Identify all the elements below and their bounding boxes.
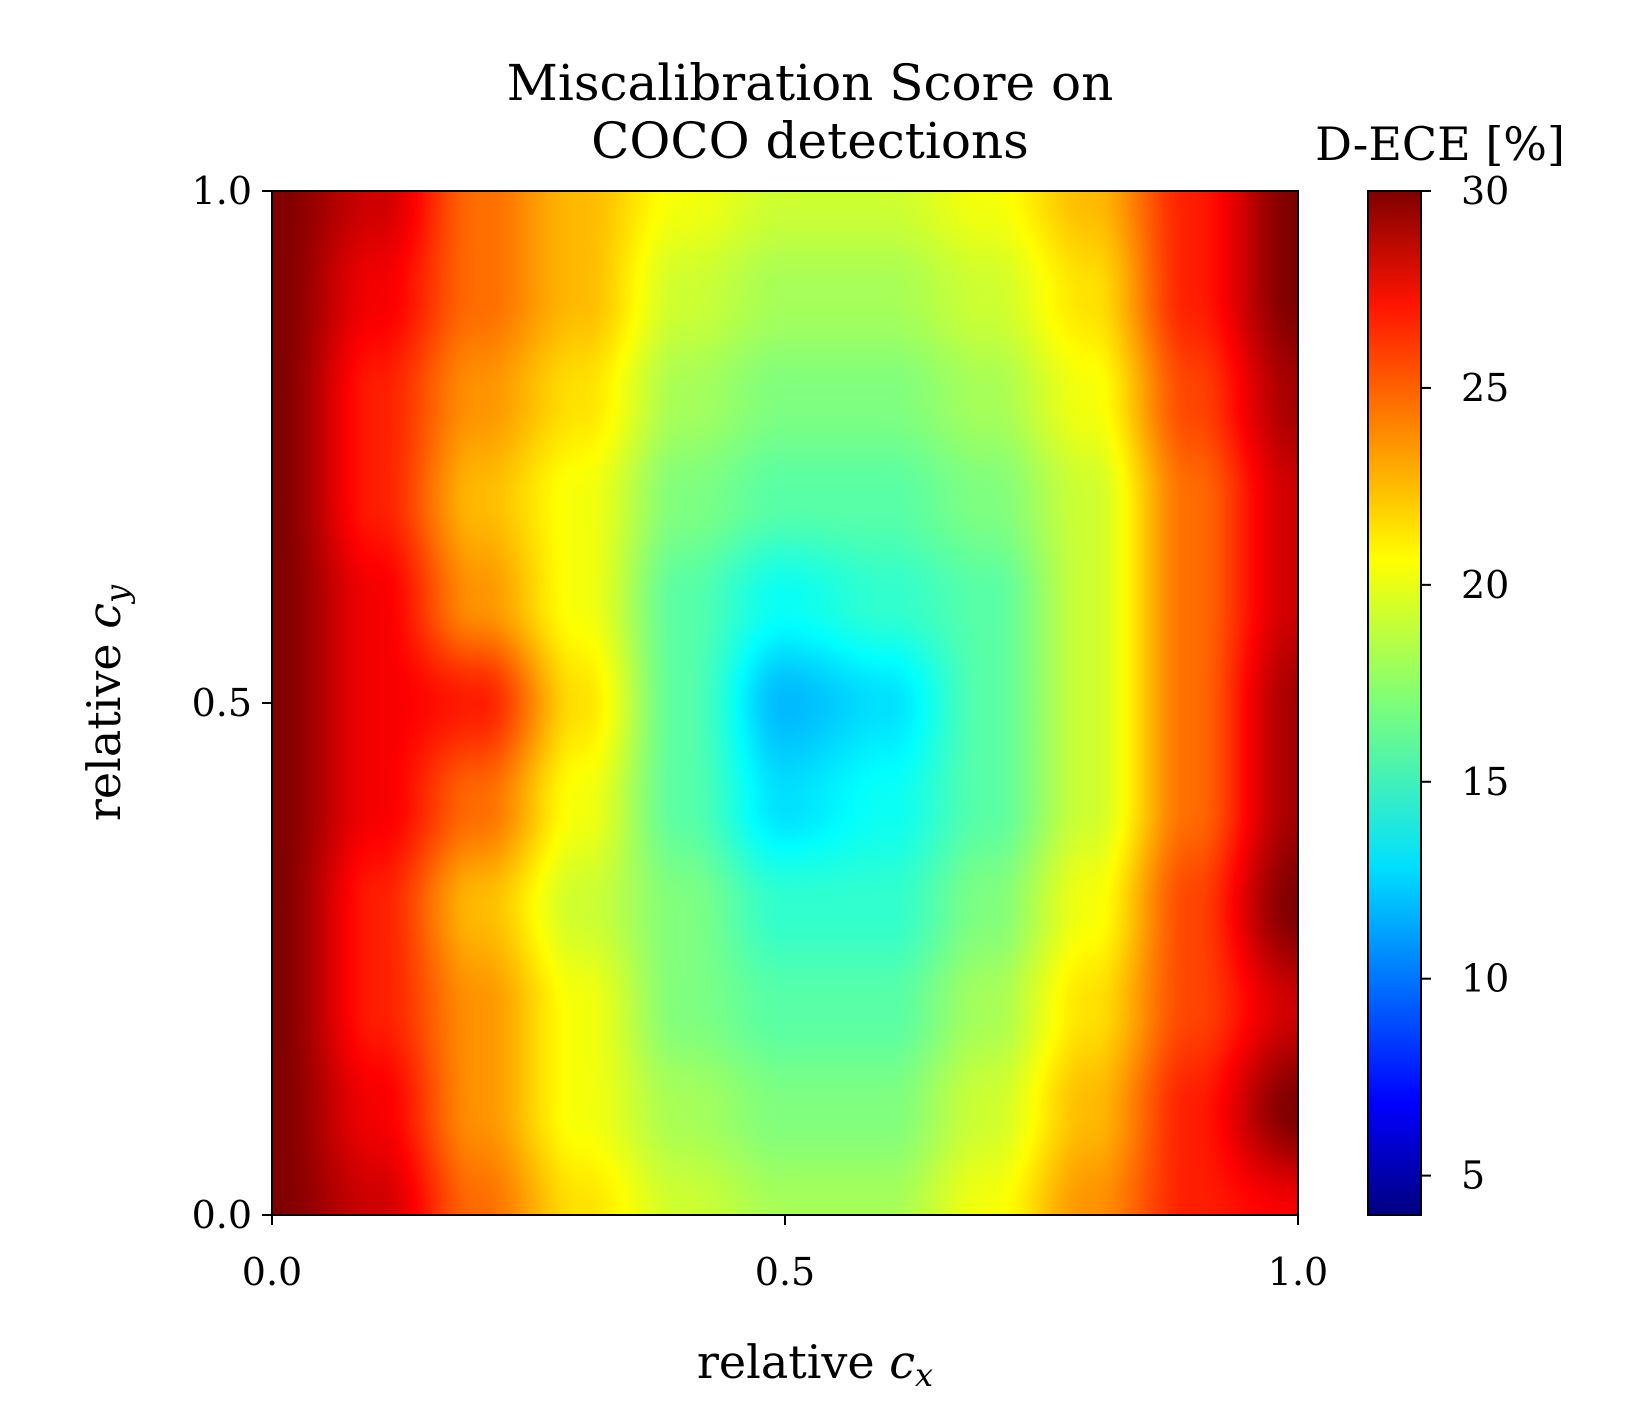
colorbar-tick-label: 20 (1461, 563, 1509, 607)
colorbar-tick-label: 10 (1461, 957, 1509, 1001)
x-axis-ticks: 0.0 0.5 1.0 (242, 1215, 1328, 1294)
chart-title-line-1: Miscalibration Score on (507, 54, 1114, 112)
y-tick-label: 0.0 (192, 1193, 252, 1237)
colorbar-tick-label: 25 (1461, 366, 1509, 410)
chart-title-line-2: COCO detections (591, 112, 1029, 170)
y-axis-ticks: 0.0 0.5 1.0 (192, 169, 272, 1237)
x-tick-label: 1.0 (1268, 1250, 1328, 1294)
colorbar-tick-label: 30 (1461, 169, 1509, 213)
colorbar-tick-label: 5 (1461, 1154, 1485, 1198)
colorbar-ticks: 5 10 15 20 25 30 (1421, 169, 1509, 1198)
x-tick-label: 0.0 (242, 1250, 302, 1294)
colorbar-tick-label: 15 (1461, 760, 1509, 804)
colorbar-label: D-ECE [%] (1315, 117, 1565, 171)
y-tick-label: 1.0 (192, 169, 252, 213)
heatmap-image-container (272, 191, 1298, 1215)
x-tick-label: 0.5 (755, 1250, 815, 1294)
heatmap-canvas (272, 191, 1298, 1215)
y-axis-label: relative cy (77, 584, 136, 821)
x-axis-label: relative cx (697, 1335, 933, 1394)
colorbar (1367, 190, 1422, 1216)
y-tick-label: 0.5 (192, 681, 252, 725)
